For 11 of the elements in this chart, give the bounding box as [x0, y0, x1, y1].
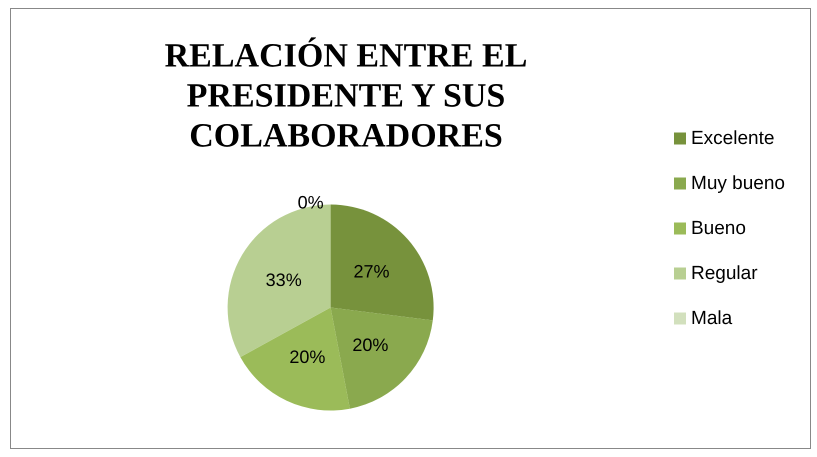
data-label: 33%: [266, 270, 302, 290]
data-label: 20%: [289, 346, 326, 367]
legend-label: Muy bueno: [690, 173, 786, 194]
data-label: 20%: [352, 334, 388, 355]
legend-label: Bueno: [690, 218, 746, 239]
legend-label: Regular: [690, 263, 758, 284]
legend-label: Excelente: [690, 128, 774, 149]
legend-label: Mala: [690, 308, 733, 329]
data-label: 27%: [353, 261, 390, 282]
text: 0%: [298, 192, 324, 213]
chart-title: RELACIÓN ENTRE EL PRESIDENTE Y SUS COLABORADORES: [164, 36, 528, 154]
